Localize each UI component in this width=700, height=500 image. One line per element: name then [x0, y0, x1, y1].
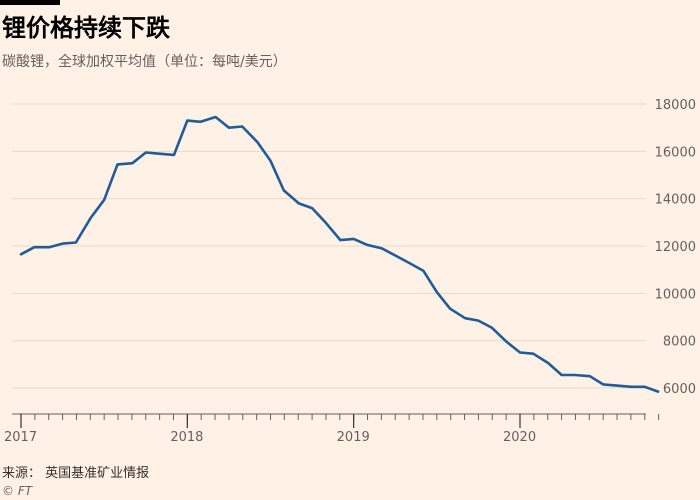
y-tick-label: 6000 — [663, 382, 696, 397]
price-series-line — [19, 115, 660, 393]
chart-subtitle: 碳酸锂，全球加权平均值（单位：每吨/美元） — [2, 54, 287, 70]
ft-credit: © FT — [2, 484, 33, 498]
x-tick-label: 2019 — [337, 430, 370, 445]
y-tick-label: 12000 — [655, 240, 696, 255]
y-tick-label: 18000 — [655, 98, 696, 113]
y-tick-label: 8000 — [663, 335, 696, 350]
x-tick-label: 2018 — [170, 430, 203, 445]
x-tick-label: 2017 — [4, 430, 37, 445]
y-tick-label: 14000 — [655, 193, 696, 208]
chart-title: 锂价格持续下跌 — [2, 14, 170, 42]
source-note: 来源： 英国基准矿业情报 — [2, 466, 150, 481]
y-tick-label: 10000 — [655, 287, 696, 302]
ft-top-rule — [0, 0, 60, 5]
y-tick-label: 16000 — [655, 145, 696, 160]
x-tick-label: 2020 — [503, 430, 536, 445]
